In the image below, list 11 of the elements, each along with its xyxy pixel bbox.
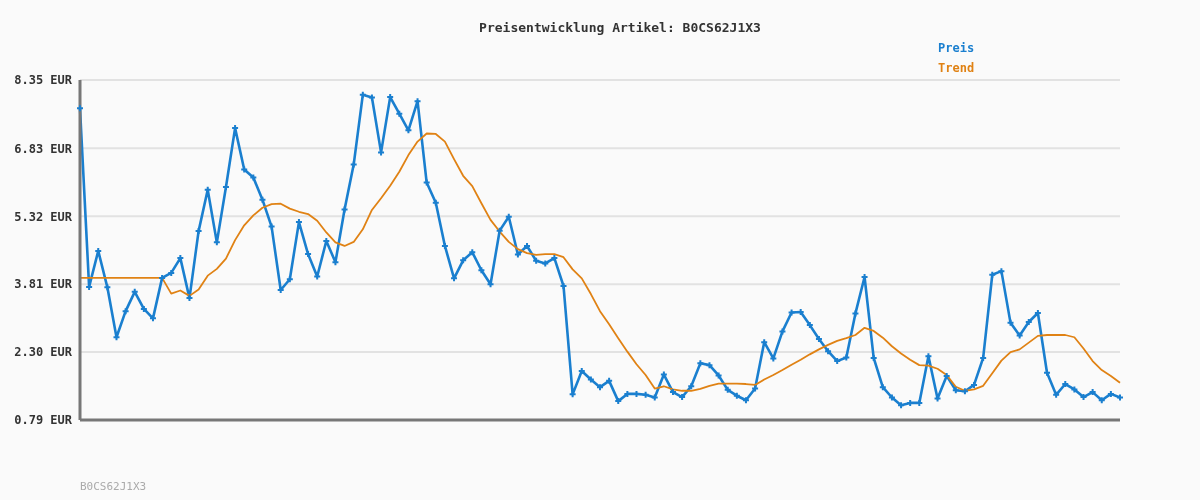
text: B0CS62J1X3 <box>80 480 147 493</box>
y-tick-label: 3.81 EUR <box>14 277 73 292</box>
y-tick-label: 5.32 EUR <box>14 209 73 224</box>
chart-title: Preisentwicklung Artikel: B0CS62J1X3 <box>478 20 762 35</box>
y-tick-label: 8.35 EUR <box>14 73 73 88</box>
y-tick-label: 0.79 EUR <box>14 413 73 428</box>
y-tick-label: 2.30 EUR <box>14 345 73 360</box>
text: Preis <box>938 40 975 57</box>
text: Trend <box>938 60 975 77</box>
line-series <box>79 132 1121 392</box>
y-tick-label: 6.83 EUR <box>14 141 73 156</box>
